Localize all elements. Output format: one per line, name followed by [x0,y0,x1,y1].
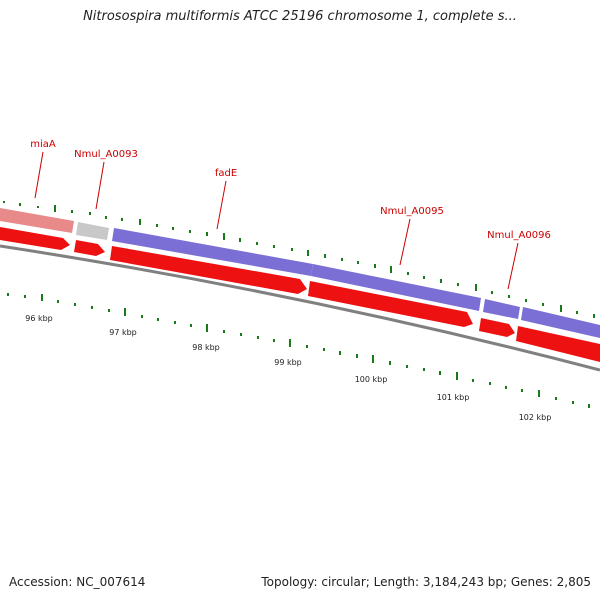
feature-fadE[interactable] [112,228,313,276]
gene-label-Nmul_A0093[interactable]: Nmul_A0093 [74,149,138,160]
scale-label-100kbp: 100 kbp [355,375,388,384]
scale-label-102kbp: 102 kbp [519,413,552,422]
gene-label-Nmul_A0096[interactable]: Nmul_A0096 [487,230,551,241]
cds-fadE[interactable] [110,246,307,294]
scale-label-101kbp: 101 kbp [437,393,470,402]
scale-label-96kbp: 96 kbp [25,314,53,323]
cds-Nmul_A0096[interactable] [479,318,515,337]
feature-Nmul_A0095[interactable] [311,264,481,311]
cds-track [0,227,600,362]
gc-tick-row-lower [7,293,590,408]
scale-label-98kbp: 98 kbp [192,343,220,352]
feature-track [0,208,600,338]
feature-miaA[interactable] [0,208,74,233]
gene-label-fadE[interactable]: fadE [215,168,237,179]
chromosome-backbone [0,244,600,372]
scale-label-99kbp: 99 kbp [274,358,302,367]
gc-tick-row-upper [3,201,595,318]
genome-summary-text: Topology: circular; Length: 3,184,243 bp… [261,575,591,589]
cds-next[interactable] [516,326,600,362]
cds-miaA[interactable] [0,227,70,250]
scale-label-97kbp: 97 kbp [109,328,137,337]
accession-text: Accession: NC_007614 [9,575,146,589]
feature-next[interactable] [521,307,600,338]
feature-Nmul_A0093[interactable] [76,222,109,240]
map-title: Nitrosospira multiformis ATCC 25196 chro… [83,9,517,24]
feature-Nmul_A0096[interactable] [483,299,520,319]
cds-Nmul_A0095[interactable] [308,281,473,327]
gene-label-miaA[interactable]: miaA [30,139,56,150]
gene-label-Nmul_A0095[interactable]: Nmul_A0095 [380,206,444,217]
cds-Nmul_A0093[interactable] [74,240,105,256]
label-leaders [34,151,519,290]
